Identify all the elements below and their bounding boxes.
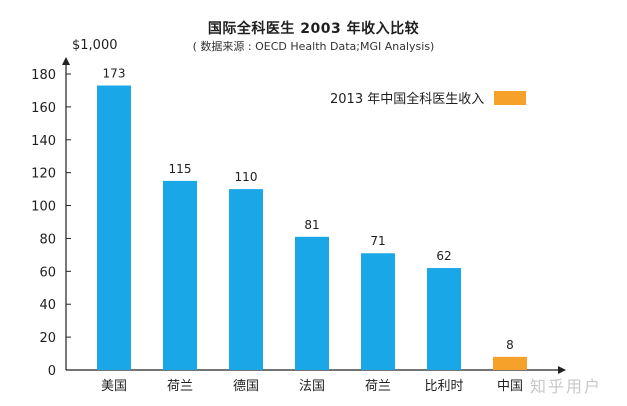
chart-subtitle: ( 数据来源 : OECD Health Data;MGI Analysis) (192, 40, 435, 53)
y-tick-label: 180 (31, 68, 56, 83)
x-tick-label: 美国 (101, 379, 127, 394)
y-axis-unit-label: $1,000 (72, 38, 118, 53)
legend: 2013 年中国全科医生收入 (330, 88, 527, 107)
x-tick-label: 中国 (497, 379, 523, 394)
y-tick-label: 120 (31, 167, 56, 182)
bar-value-label: 115 (169, 162, 192, 176)
x-tick-label: 比利时 (424, 379, 463, 394)
bar (361, 253, 395, 370)
bar-value-label: 71 (370, 234, 385, 248)
x-tick-label: 荷兰 (167, 379, 193, 394)
x-tick-label: 荷兰 (365, 379, 391, 394)
legend-swatch (494, 90, 527, 105)
y-tick-label: 80 (39, 232, 56, 247)
bar-value-label: 8 (506, 338, 514, 352)
bar (163, 180, 197, 370)
y-tick-label: 40 (39, 298, 56, 313)
bar-value-label: 81 (304, 218, 319, 232)
legend-label: 2013 年中国全科医生收入 (330, 92, 485, 107)
watermark: 知乎用户 (530, 377, 603, 396)
y-tick-label: 140 (31, 134, 56, 149)
y-tick-label: 100 (31, 200, 56, 215)
bar (427, 268, 461, 370)
bar (493, 356, 527, 370)
bar (97, 85, 131, 370)
x-axis-arrow (558, 366, 566, 374)
y-tick-label: 20 (39, 331, 56, 346)
bar (295, 236, 329, 370)
y-tick-label: 0 (48, 364, 56, 379)
y-axis-arrow (62, 57, 70, 65)
y-tick-label: 160 (31, 101, 56, 116)
chart-title: 国际全科医生 2003 年收入比较 (207, 21, 420, 37)
x-tick-label: 法国 (299, 379, 325, 394)
y-tick-label: 60 (39, 265, 56, 280)
bar-value-label: 110 (235, 170, 258, 184)
bar-value-label: 62 (436, 249, 451, 263)
bar-value-label: 173 (103, 67, 126, 81)
bar (229, 189, 263, 370)
x-tick-label: 德国 (233, 379, 259, 394)
